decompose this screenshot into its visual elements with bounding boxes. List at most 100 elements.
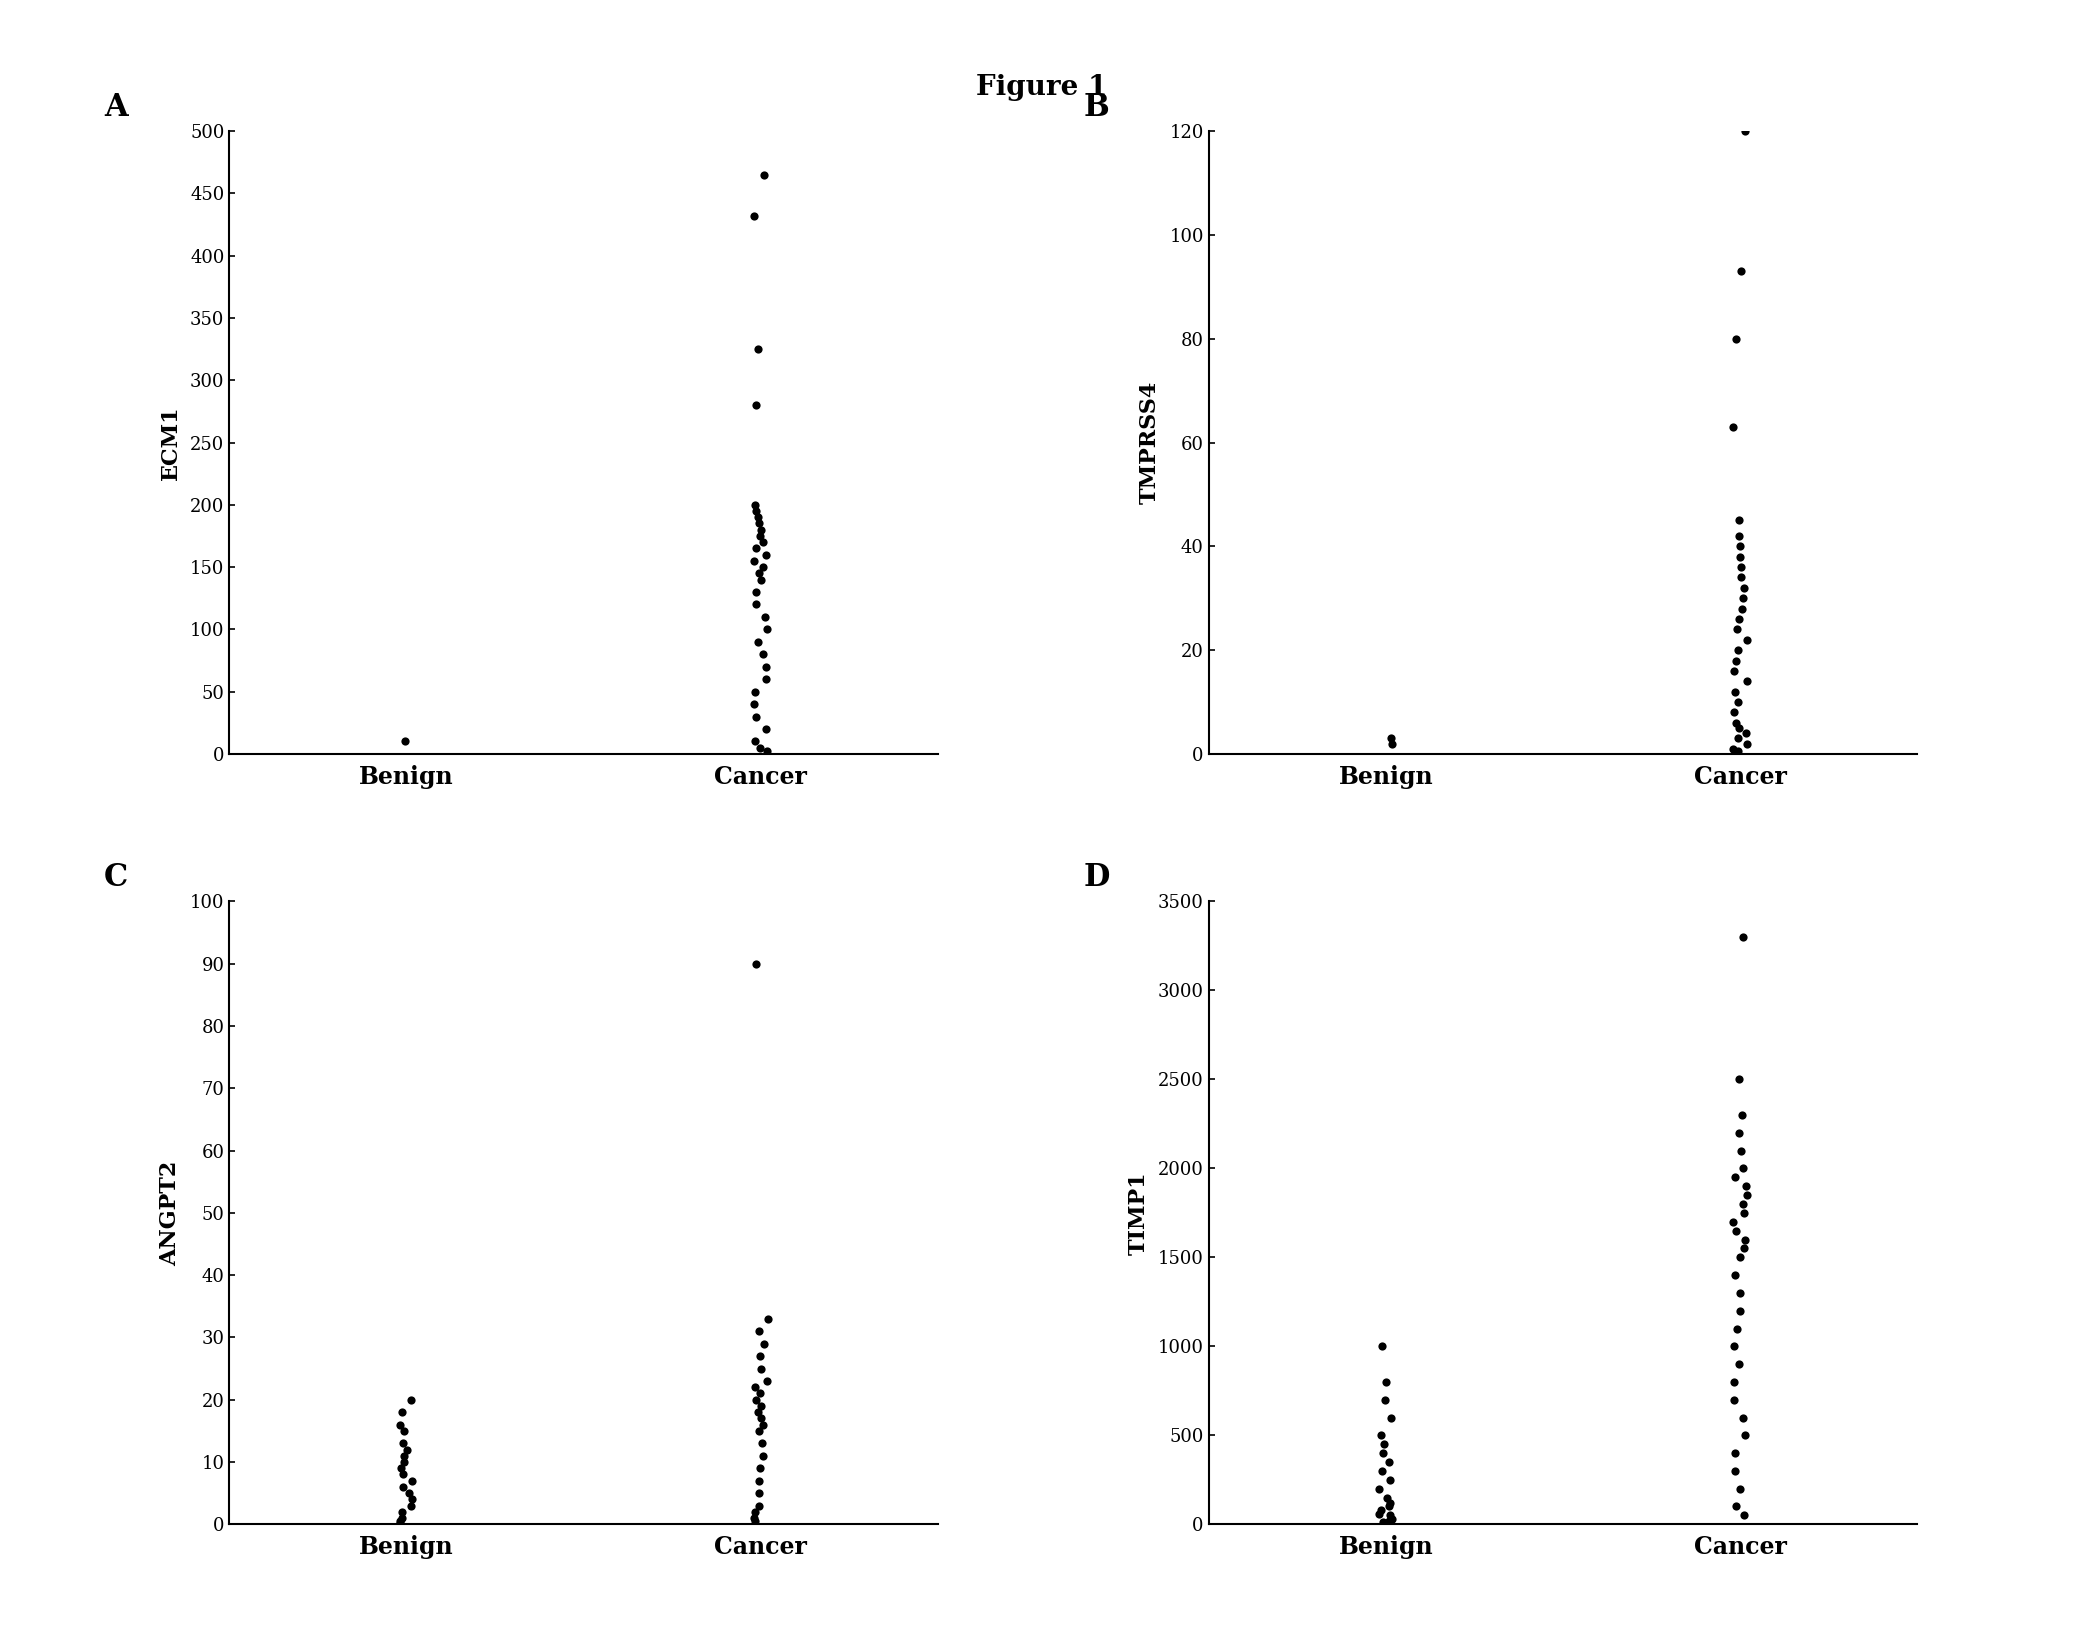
Point [742,510,775,536]
Point [1728,1236,1761,1262]
Point [1369,1369,1403,1395]
Point [750,738,784,764]
Point [1373,1510,1407,1536]
Point [1717,1441,1751,1467]
Point [392,1480,425,1506]
Point [748,1331,782,1357]
Point [742,734,775,760]
Point [742,561,775,587]
Point [746,1411,779,1437]
Point [1717,657,1751,683]
Point [1730,118,1763,144]
Point [394,1387,427,1413]
Point [1723,259,1757,285]
Point [738,1373,771,1400]
Point [1723,1298,1757,1324]
Point [740,951,773,977]
Point [386,1498,419,1524]
Point [1375,731,1409,757]
Point [1721,523,1755,549]
Point [1365,1333,1398,1359]
Point [1730,720,1763,746]
Point [1719,710,1753,736]
Point [1723,544,1757,570]
Point [1365,1496,1398,1523]
Point [1723,1244,1757,1270]
Point [738,1508,771,1534]
Point [738,728,771,754]
Point [1726,924,1759,951]
Point [1721,1067,1755,1093]
Point [1721,1316,1755,1342]
Point [740,592,773,618]
Point [1365,1457,1398,1483]
Point [394,1487,427,1513]
Point [1371,1508,1405,1534]
Point [390,1436,423,1462]
Point [1375,724,1409,751]
Point [1726,1155,1759,1182]
Point [1373,1467,1407,1493]
Point [750,616,784,642]
Point [1717,413,1751,439]
Point [1717,679,1751,705]
Text: A: A [104,92,127,123]
Point [746,162,779,188]
Point [746,554,779,580]
Point [383,1508,417,1534]
Point [1363,1475,1396,1501]
Text: D: D [1084,862,1111,893]
Point [750,541,784,567]
Point [742,1318,775,1344]
Point [1726,1405,1759,1431]
Point [386,1473,419,1500]
Point [742,505,775,531]
Point [1717,1369,1751,1395]
Point [388,1449,421,1475]
Point [744,1393,777,1419]
Point [1726,1192,1759,1218]
Point [388,728,421,754]
Point [388,1442,421,1469]
Point [740,703,773,729]
Point [1721,738,1755,764]
Point [1730,1226,1763,1252]
Point [750,1369,784,1395]
Point [740,392,773,418]
Point [386,1400,419,1426]
Point [746,641,779,667]
Point [742,523,775,549]
Point [1717,736,1751,762]
Point [1367,1387,1400,1413]
Point [1373,1503,1407,1529]
Point [383,1510,417,1536]
Point [386,1505,419,1531]
Point [1723,1119,1757,1146]
Point [1728,1503,1761,1529]
Point [1373,1405,1407,1431]
Point [740,498,773,524]
Point [1719,1218,1753,1244]
Point [738,492,771,518]
Point [1717,1457,1751,1483]
Point [1730,731,1763,757]
Point [383,1455,417,1482]
Point [1717,1208,1751,1234]
Point [1719,647,1753,674]
Text: Figure 1: Figure 1 [975,74,1109,100]
Point [744,1342,777,1369]
Point [1717,1333,1751,1359]
Point [1367,1431,1400,1457]
Point [1373,1493,1407,1519]
Point [750,665,784,692]
Point [1726,585,1759,611]
Point [740,1387,773,1413]
Point [1721,724,1755,751]
Point [1717,1387,1751,1413]
Point [746,1442,779,1469]
Point [1719,326,1753,352]
Text: B: B [1084,92,1109,123]
Point [1363,1500,1396,1526]
Point [740,579,773,605]
Point [738,547,771,574]
